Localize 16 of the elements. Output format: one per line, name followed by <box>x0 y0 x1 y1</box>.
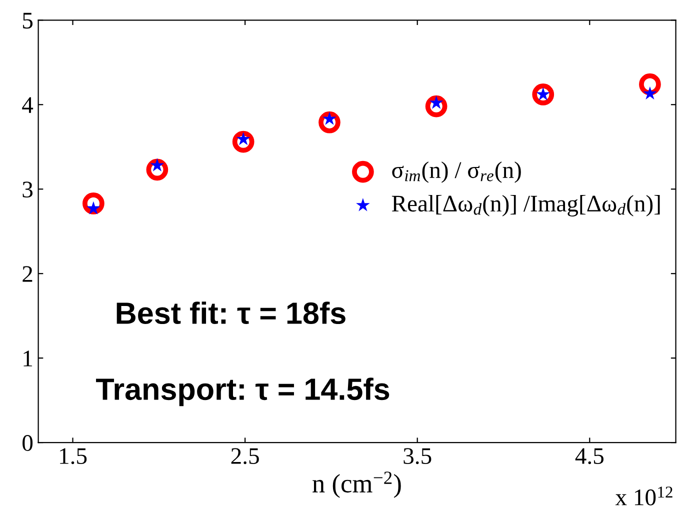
y-tick-label: 4 <box>22 97 34 113</box>
annotation: Transport: τ = 14.5fs <box>96 378 390 406</box>
x-tick-label: 2.5 <box>231 448 259 464</box>
y-tick-label: 3 <box>22 182 33 198</box>
y-tick-label: 5 <box>23 12 33 29</box>
legend-label: σ$_{im}$(n) / σ$_{re}$(n) <box>392 161 521 183</box>
y-tick-label: 0 <box>22 435 33 451</box>
x-tick-label: 4.5 <box>575 448 604 464</box>
text: x 10$^{12}$ <box>615 486 672 506</box>
y-tick-label: 2 <box>22 266 32 282</box>
legend-label: Real[Δω$_{d}$(n)] /Imag[Δω$_{d}$(n)] <box>392 195 660 216</box>
y-tick-label: 1 <box>24 350 32 366</box>
annotation: Best fit: τ = 18fs <box>116 302 346 324</box>
x-tick-label: 3.5 <box>404 448 432 464</box>
x-axis-title: n (cm$^{−2}$) <box>312 472 401 498</box>
x-tick-label: 1.5 <box>60 448 87 464</box>
